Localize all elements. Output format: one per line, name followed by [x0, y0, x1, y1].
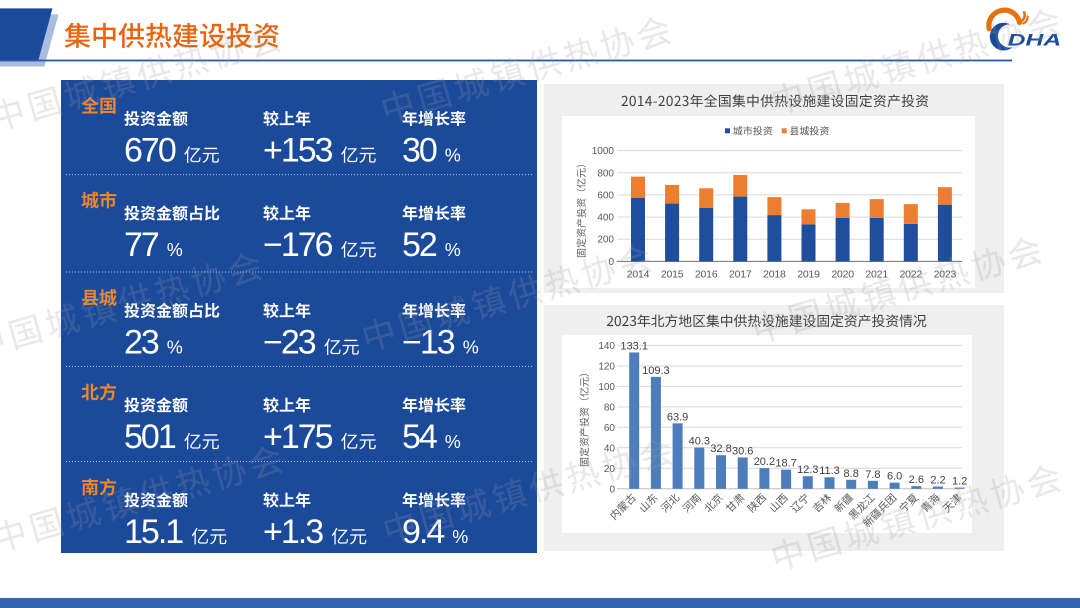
- svg-text:52: 52: [402, 226, 437, 264]
- svg-text:18.7: 18.7: [775, 458, 796, 470]
- svg-text:+1.3: +1.3: [263, 513, 323, 551]
- svg-text:%: %: [445, 432, 461, 452]
- svg-text:60: 60: [604, 423, 616, 434]
- svg-text:15.1: 15.1: [124, 513, 183, 551]
- svg-text:20.2: 20.2: [754, 456, 775, 468]
- svg-text:0: 0: [608, 257, 614, 268]
- svg-text:2020: 2020: [831, 269, 854, 281]
- svg-text:109.3: 109.3: [642, 365, 670, 377]
- svg-text:%: %: [463, 338, 479, 358]
- svg-text:400: 400: [597, 213, 614, 224]
- svg-text:%: %: [167, 338, 183, 358]
- svg-text:2014: 2014: [627, 269, 650, 281]
- svg-text:2016: 2016: [695, 269, 718, 281]
- svg-text:2019: 2019: [797, 269, 820, 281]
- svg-text:2018: 2018: [763, 269, 786, 281]
- svg-text:40: 40: [604, 443, 616, 454]
- svg-text:7.8: 7.8: [865, 469, 880, 481]
- svg-text:%: %: [452, 527, 468, 547]
- svg-text:2.2: 2.2: [930, 475, 945, 487]
- svg-text:1000: 1000: [592, 146, 615, 157]
- svg-text:2015: 2015: [661, 269, 684, 281]
- svg-text:30: 30: [402, 132, 437, 170]
- svg-text:23: 23: [124, 324, 159, 362]
- svg-text:40.3: 40.3: [689, 436, 710, 448]
- svg-text:2.6: 2.6: [909, 474, 924, 486]
- svg-text:140: 140: [598, 341, 615, 352]
- svg-text:2021: 2021: [865, 269, 888, 281]
- svg-text:501: 501: [124, 418, 176, 456]
- svg-text:%: %: [445, 240, 461, 260]
- svg-text:54: 54: [402, 418, 437, 456]
- svg-text:600: 600: [597, 190, 614, 201]
- svg-text:80: 80: [604, 402, 616, 413]
- svg-text:−23: −23: [263, 324, 316, 362]
- svg-text:800: 800: [597, 168, 614, 179]
- svg-text:+175: +175: [263, 418, 333, 456]
- svg-text:133.1: 133.1: [620, 341, 648, 353]
- svg-text:%: %: [445, 146, 461, 166]
- svg-text:32.8: 32.8: [710, 443, 731, 455]
- svg-text:2017: 2017: [729, 269, 752, 281]
- svg-text:6.0: 6.0: [887, 471, 902, 483]
- svg-text:11.3: 11.3: [819, 465, 840, 477]
- svg-text:0: 0: [609, 484, 615, 495]
- svg-text:+153: +153: [263, 132, 333, 170]
- svg-text:670: 670: [124, 132, 176, 170]
- svg-text:−176: −176: [263, 226, 333, 264]
- svg-text:8.8: 8.8: [844, 468, 859, 480]
- svg-text:77: 77: [124, 226, 159, 264]
- svg-text:200: 200: [597, 235, 614, 246]
- svg-text:100: 100: [598, 382, 615, 393]
- svg-text:1.2: 1.2: [952, 476, 967, 488]
- svg-text:−13: −13: [402, 324, 455, 362]
- svg-text:30.6: 30.6: [732, 446, 753, 458]
- svg-text:12.3: 12.3: [797, 464, 818, 476]
- svg-text:63.9: 63.9: [667, 411, 688, 423]
- svg-text:120: 120: [598, 361, 615, 372]
- svg-text:%: %: [167, 240, 183, 260]
